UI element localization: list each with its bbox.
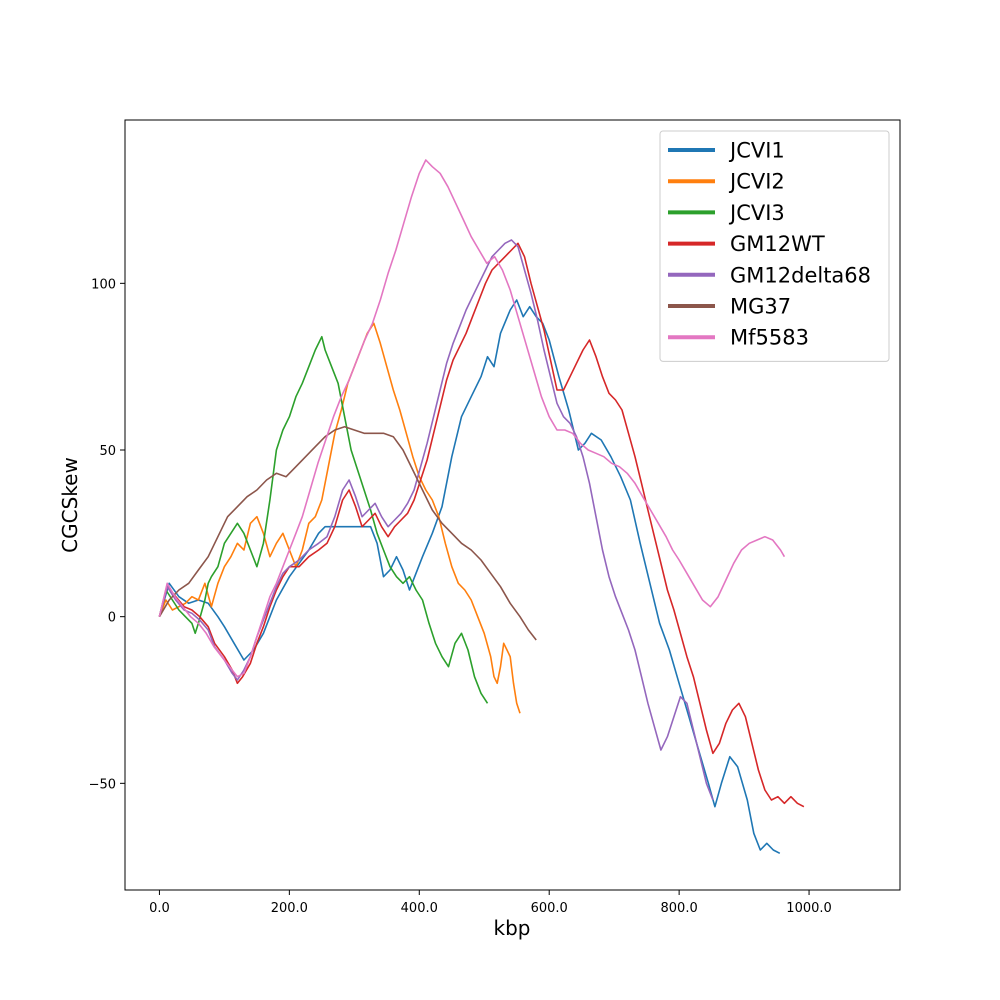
y-axis-ticks: −50 0 50 100 <box>89 277 125 792</box>
series-layer <box>158 159 805 855</box>
legend-label: Mf5583 <box>730 326 809 350</box>
legend-label: GM12WT <box>730 232 825 256</box>
x-axis-ticks: 0.0 200.0 400.0 600.0 800.0 1000.0 <box>149 890 832 916</box>
x-tick-label: 0.0 <box>149 901 170 916</box>
plot-frame <box>124 119 901 891</box>
series-line-jcvi3 <box>158 335 489 704</box>
legend-label: MG37 <box>730 295 791 319</box>
x-tick-label: 600.0 <box>531 901 568 916</box>
legend-label: JCVI3 <box>728 201 785 225</box>
x-tick-label: 200.0 <box>271 901 308 916</box>
series-line-jcvi1 <box>158 299 781 855</box>
y-tick-label: −50 <box>89 777 116 792</box>
x-axis-label: kbp <box>494 916 531 940</box>
legend: JCVI1 JCVI2 JCVI3 GM12WT GM12delta68 MG37 Mf55… <box>659 130 890 362</box>
y-tick-label: 100 <box>91 277 116 292</box>
legend-label: GM12delta68 <box>730 263 871 287</box>
legend-box <box>659 130 890 362</box>
series-line-mg37 <box>158 425 537 641</box>
x-tick-label: 800.0 <box>661 901 698 916</box>
y-axis-label: CGCSkew <box>58 457 82 553</box>
x-tick-label: 1000.0 <box>786 901 832 916</box>
legend-label: JCVI2 <box>728 170 785 194</box>
series-line-mf5583 <box>158 159 786 678</box>
legend-label: JCVI1 <box>728 139 785 163</box>
series-line-gm12wt <box>158 242 805 808</box>
x-tick-label: 400.0 <box>401 901 438 916</box>
y-tick-label: 0 <box>108 611 116 626</box>
y-tick-label: 50 <box>99 444 116 459</box>
